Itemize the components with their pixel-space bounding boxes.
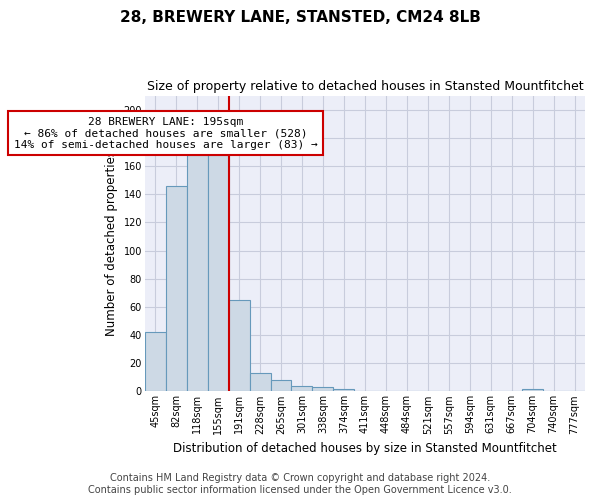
Bar <box>334 388 355 392</box>
Bar <box>229 300 250 392</box>
Bar <box>313 387 334 392</box>
Bar <box>208 154 229 392</box>
Bar <box>250 373 271 392</box>
Text: 28, BREWERY LANE, STANSTED, CM24 8LB: 28, BREWERY LANE, STANSTED, CM24 8LB <box>119 10 481 25</box>
Text: 28 BREWERY LANE: 195sqm
← 86% of detached houses are smaller (528)
14% of semi-d: 28 BREWERY LANE: 195sqm ← 86% of detache… <box>14 116 317 150</box>
Bar <box>292 386 313 392</box>
Title: Size of property relative to detached houses in Stansted Mountfitchet: Size of property relative to detached ho… <box>146 80 583 93</box>
Text: Contains HM Land Registry data © Crown copyright and database right 2024.
Contai: Contains HM Land Registry data © Crown c… <box>88 474 512 495</box>
Bar <box>187 154 208 392</box>
X-axis label: Distribution of detached houses by size in Stansted Mountfitchet: Distribution of detached houses by size … <box>173 442 557 455</box>
Bar <box>522 388 543 392</box>
Bar <box>271 380 292 392</box>
Bar <box>166 186 187 392</box>
Y-axis label: Number of detached properties: Number of detached properties <box>105 150 118 336</box>
Bar <box>145 332 166 392</box>
